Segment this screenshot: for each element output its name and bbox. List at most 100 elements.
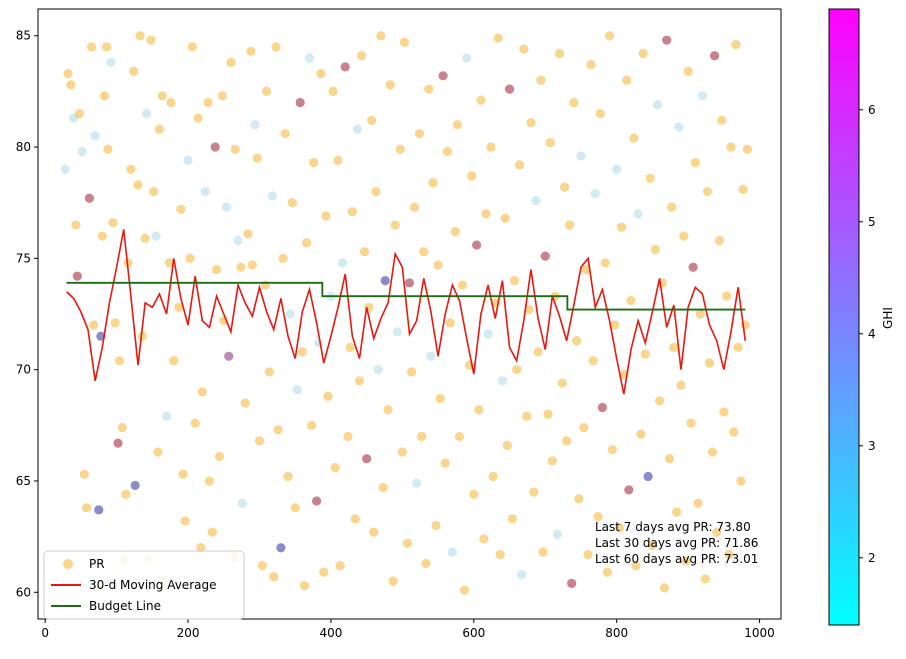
pr-point: [738, 184, 748, 194]
x-tick-label: 400: [319, 626, 342, 640]
pr-point: [137, 331, 147, 341]
pr-point: [457, 280, 467, 290]
pr-point: [438, 71, 448, 81]
pr-point: [572, 336, 582, 346]
pr-point: [146, 35, 156, 45]
pr-point: [545, 137, 555, 148]
pr-point: [166, 97, 176, 108]
pr-point: [246, 46, 256, 56]
pr-point: [276, 543, 286, 553]
pr-point: [569, 97, 579, 108]
pr-point: [151, 231, 161, 241]
pr-point: [252, 153, 262, 163]
pr-point: [292, 385, 302, 395]
pr-point: [540, 251, 550, 261]
pr-point: [447, 547, 457, 557]
pr-point: [319, 567, 329, 577]
pr-point: [462, 53, 472, 63]
pr-point: [445, 318, 455, 328]
pr-point: [247, 260, 257, 270]
pr-point: [309, 158, 319, 168]
pr-point: [378, 483, 388, 493]
pr-point: [121, 489, 131, 499]
pr-point: [314, 338, 324, 348]
colorbar-label: GHI: [881, 307, 895, 329]
pr-point: [333, 155, 343, 165]
pr-point: [431, 520, 441, 531]
pr-point: [433, 260, 443, 270]
y-tick-label: 65: [16, 474, 31, 488]
legend-box: [43, 550, 245, 620]
pr-point: [359, 247, 370, 257]
pr-point: [295, 97, 305, 108]
pr-point: [397, 447, 407, 457]
plot-area: 0 200 400 600 800 1000 60 65 70 75 80 85: [16, 8, 782, 640]
pr-point: [135, 31, 145, 41]
pr-point: [402, 538, 412, 548]
pr-point: [345, 342, 355, 352]
pr-point: [695, 309, 705, 319]
pr-point: [654, 396, 665, 406]
pr-point: [323, 391, 333, 401]
pr-point: [424, 84, 434, 94]
pr-point: [388, 576, 398, 586]
pr-point: [260, 280, 270, 290]
pr-point: [240, 398, 250, 408]
pr-point: [722, 291, 732, 301]
pr-point: [180, 516, 190, 526]
pr-point: [726, 142, 736, 152]
colorbar-tick-label: 6: [868, 103, 876, 117]
pr-point: [579, 422, 589, 433]
pr-point: [597, 402, 607, 413]
pr-point: [130, 480, 140, 491]
pr-point: [399, 37, 410, 47]
pr-point: [60, 164, 70, 174]
pr-point: [590, 189, 600, 199]
pr-point: [626, 296, 636, 306]
pr-point: [385, 80, 395, 90]
pr-point: [302, 238, 312, 248]
pr-point: [190, 418, 200, 428]
pr-point: [369, 527, 379, 537]
pr-point: [262, 86, 272, 96]
pr-point: [667, 202, 677, 212]
pr-point: [688, 262, 698, 272]
pr-point: [576, 151, 586, 161]
pr-point: [187, 42, 197, 52]
pr-point: [547, 456, 557, 466]
pr-point: [488, 471, 498, 482]
pr-point: [217, 91, 227, 101]
pr-point: [459, 585, 470, 595]
pr-point: [340, 62, 350, 72]
pr-point: [86, 42, 97, 52]
colorbar-gradient: [828, 8, 860, 626]
pr-point: [343, 431, 353, 442]
pr-point: [149, 186, 159, 197]
pr-point: [273, 425, 283, 435]
pr-point: [99, 91, 110, 101]
pr-point: [681, 556, 691, 566]
pr-point: [77, 146, 87, 157]
pr-point: [203, 97, 213, 108]
pr-point: [407, 367, 417, 377]
pr-point: [524, 304, 534, 315]
pr-point: [704, 358, 715, 368]
pr-point: [271, 42, 281, 52]
pr-point: [581, 264, 591, 275]
pr-point: [624, 485, 634, 495]
pr-point: [89, 320, 99, 330]
pr-point: [659, 583, 670, 593]
pr-point: [328, 86, 338, 96]
pr-point: [226, 57, 236, 68]
pr-point: [224, 351, 234, 361]
pr-point: [153, 447, 163, 457]
pr-point: [417, 431, 427, 442]
pr-point: [197, 387, 207, 397]
pr-point: [533, 347, 543, 357]
pr-point: [481, 209, 491, 219]
pr-point: [176, 204, 186, 214]
pr-point: [110, 318, 120, 328]
pr-point: [204, 476, 215, 486]
pr-point: [557, 378, 567, 388]
pr-point: [380, 276, 390, 286]
